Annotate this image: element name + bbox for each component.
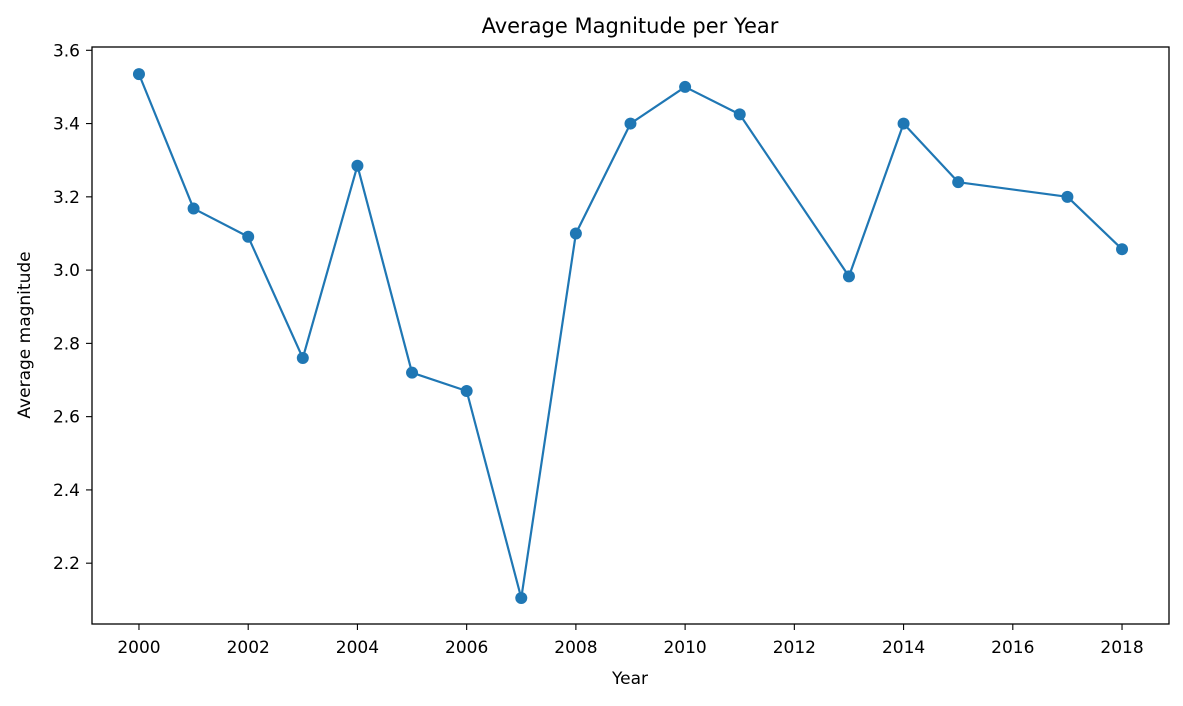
data-point bbox=[897, 117, 910, 130]
y-axis-ticks: 2.2 2.4 2.6 2.8 3.0 3.2 3.4 3.6 bbox=[53, 41, 92, 574]
data-point bbox=[515, 591, 528, 604]
y-axis-label: Average magnitude bbox=[15, 251, 35, 418]
data-point bbox=[187, 202, 200, 215]
y-tick-label: 2.4 bbox=[53, 481, 80, 501]
data-point bbox=[296, 352, 309, 365]
x-tick-label: 2002 bbox=[227, 638, 270, 658]
plot-frame bbox=[91, 46, 1170, 625]
x-tick-label: 2014 bbox=[882, 638, 925, 658]
data-point bbox=[679, 80, 692, 93]
x-tick-label: 2010 bbox=[663, 638, 706, 658]
data-point bbox=[351, 159, 364, 172]
data-point bbox=[406, 366, 419, 379]
data-point bbox=[952, 176, 965, 189]
data-point bbox=[242, 230, 255, 243]
x-axis-ticks: 2000 2002 2004 2006 2008 2010 2012 2014 2016 2018 bbox=[117, 624, 1144, 658]
data-point bbox=[460, 385, 473, 398]
y-tick-label: 3.0 bbox=[53, 261, 80, 281]
x-axis-label: Year bbox=[611, 669, 648, 689]
x-tick-label: 2000 bbox=[117, 638, 160, 658]
x-tick-label: 2004 bbox=[336, 638, 379, 658]
data-layer bbox=[132, 68, 1129, 604]
data-point bbox=[624, 117, 637, 130]
x-tick-label: 2008 bbox=[554, 638, 597, 658]
data-point bbox=[1061, 190, 1074, 203]
x-tick-label: 2006 bbox=[445, 638, 488, 658]
y-tick-label: 2.2 bbox=[53, 554, 80, 574]
data-point bbox=[569, 227, 582, 240]
x-tick-label: 2016 bbox=[991, 638, 1034, 658]
y-tick-label: 3.6 bbox=[53, 41, 80, 61]
plot-area bbox=[92, 47, 1169, 624]
x-tick-label: 2012 bbox=[773, 638, 816, 658]
data-point bbox=[1116, 243, 1129, 256]
data-point bbox=[733, 108, 746, 121]
y-tick-label: 2.6 bbox=[53, 408, 80, 428]
y-tick-label: 2.8 bbox=[53, 334, 80, 354]
data-point bbox=[842, 270, 855, 283]
y-tick-label: 3.4 bbox=[53, 115, 80, 135]
y-tick-label: 3.2 bbox=[53, 188, 80, 208]
data-point bbox=[132, 68, 145, 81]
chart-title: Average Magnitude per Year bbox=[482, 14, 779, 38]
x-tick-label: 2018 bbox=[1100, 638, 1143, 658]
